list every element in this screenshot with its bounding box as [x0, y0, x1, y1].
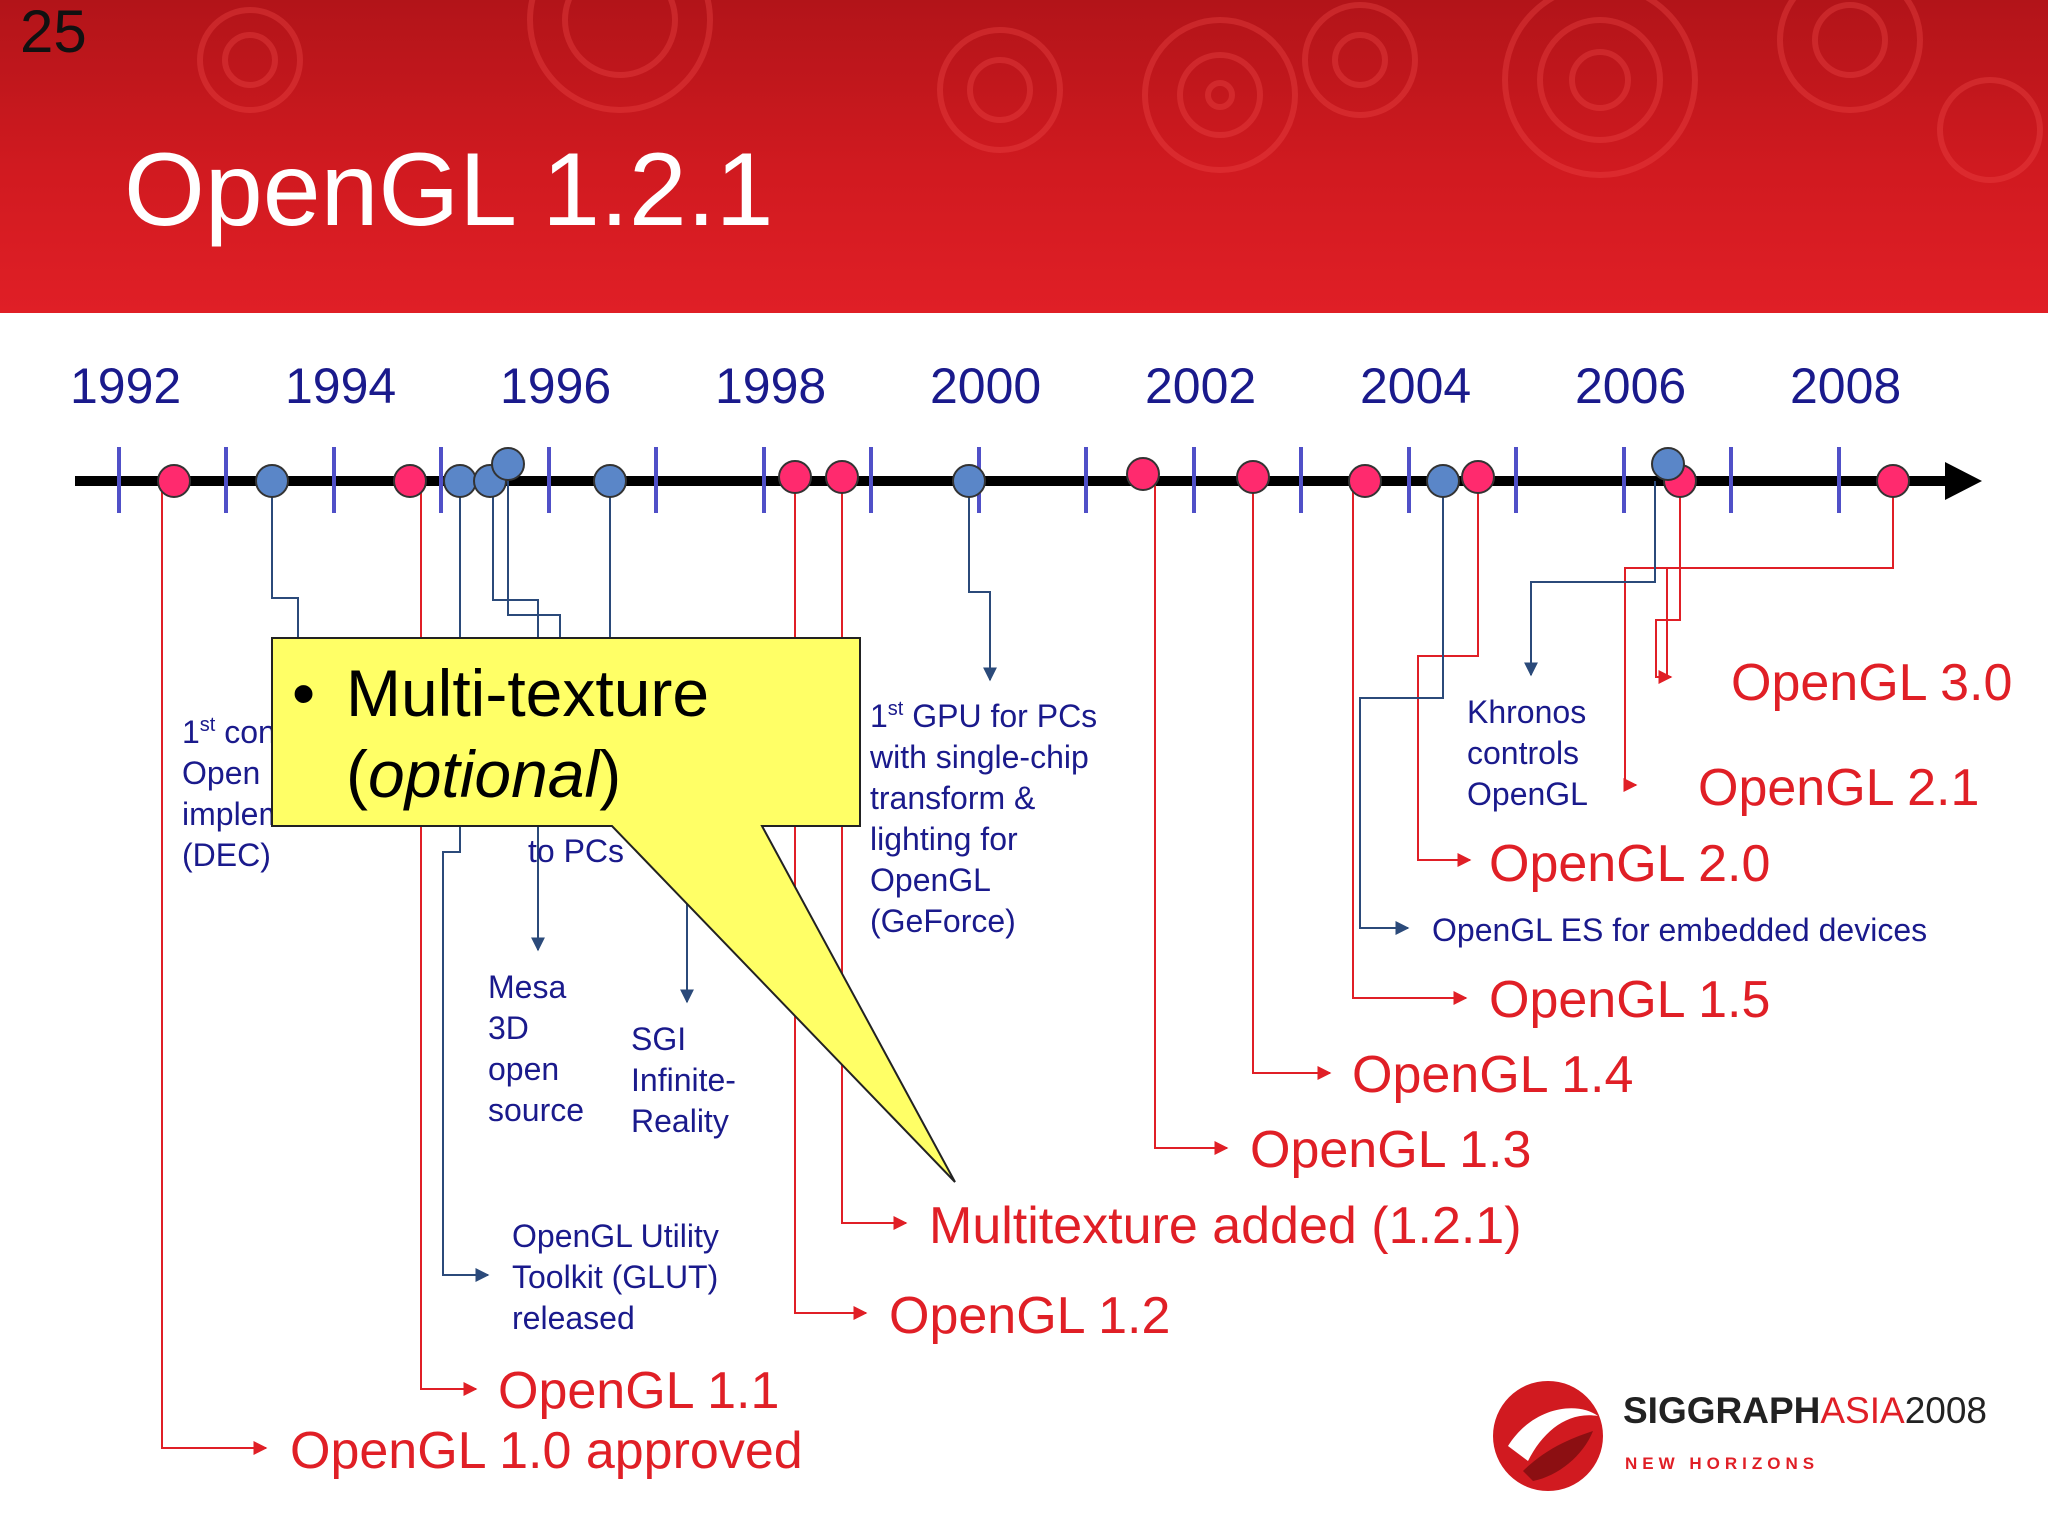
release-marker [1461, 460, 1495, 494]
event-marker [952, 464, 986, 498]
event-marker [443, 464, 477, 498]
sgi-label: Infinite- [631, 1062, 736, 1098]
version-1-5: OpenGL 1.5 [1489, 971, 1770, 1029]
gpu-label: with single-chip [869, 739, 1089, 775]
first-commercial-line2: Open [182, 755, 260, 791]
callout-line1: Multi-texture [346, 656, 709, 730]
year-label: 1998 [715, 358, 826, 414]
year-label: 2000 [930, 358, 1041, 414]
gpu-label: lighting for [870, 821, 1018, 857]
multi-texture-callout: • Multi-texture (optional) [271, 637, 956, 1183]
event-labels: 1st con Open implem (DEC) to PCs Mesa 3D… [182, 694, 1927, 1336]
year-label: 2004 [1360, 358, 1471, 414]
mesa-label: source [488, 1092, 584, 1128]
event-marker [593, 464, 627, 498]
timeline-markers [157, 447, 1910, 498]
gpu-label: OpenGL [870, 862, 991, 898]
logo-wordmark: SIGGRAPHASIA2008 [1623, 1390, 1987, 1431]
timeline-ticks [117, 447, 1841, 513]
year-label: 2008 [1790, 358, 1901, 414]
event-marker [1426, 464, 1460, 498]
gpu-label: transform & [870, 780, 1035, 816]
khronos-label: OpenGL [1467, 776, 1588, 812]
version-2-0: OpenGL 2.0 [1489, 835, 1770, 893]
mesa-label: Mesa [488, 969, 566, 1005]
version-1-0: OpenGL 1.0 approved [290, 1422, 803, 1480]
event-marker [1651, 447, 1685, 481]
slide-number: 25 [20, 0, 87, 65]
release-marker [1876, 464, 1910, 498]
gpu-label: 1st GPU for PCs [870, 698, 1097, 734]
slide-title: OpenGL 1.2.1 [124, 132, 774, 248]
gpu-label: (GeForce) [870, 903, 1016, 939]
year-labels: 1992 1994 1996 1998 2000 2002 2004 2006 … [70, 358, 1901, 414]
logo-tagline: NEW HORIZONS [1625, 1454, 1820, 1473]
version-labels: OpenGL 3.0 OpenGL 2.1 OpenGL 2.0 OpenGL … [290, 654, 2012, 1480]
event-marker [491, 447, 525, 481]
first-commercial-line3: implem [182, 796, 285, 832]
version-3-0: OpenGL 3.0 [1731, 654, 2012, 712]
mesa-label: open [488, 1051, 559, 1087]
sgi-label: SGI [631, 1021, 686, 1057]
opengl-es-label: OpenGL ES for embedded devices [1432, 912, 1927, 948]
release-marker [1126, 457, 1160, 491]
release-marker [1236, 460, 1270, 494]
event-marker [255, 464, 289, 498]
glut-label: released [512, 1300, 635, 1336]
year-label: 1994 [285, 358, 396, 414]
khronos-label: Khronos [1467, 694, 1586, 730]
mesa-label: 3D [488, 1010, 529, 1046]
year-label: 2006 [1575, 358, 1686, 414]
glut-label: OpenGL Utility [512, 1218, 719, 1254]
version-1-3: OpenGL 1.3 [1250, 1121, 1531, 1179]
year-label: 1992 [70, 358, 181, 414]
timeline-arrow-icon [1945, 462, 1982, 500]
sgi-label: Reality [631, 1103, 729, 1139]
release-marker [1348, 464, 1382, 498]
glut-label: Toolkit (GLUT) [512, 1259, 718, 1295]
first-commercial-label: 1st con [182, 714, 276, 750]
callout-line2: (optional) [346, 737, 621, 811]
release-marker [157, 464, 191, 498]
first-commercial-line4: (DEC) [182, 837, 271, 873]
callout-bullet: • [292, 656, 315, 730]
version-1-4: OpenGL 1.4 [1352, 1046, 1633, 1104]
release-marker [778, 460, 812, 494]
to-pcs-label: to PCs [528, 833, 624, 869]
release-marker [825, 460, 859, 494]
multitexture-added: Multitexture added (1.2.1) [929, 1197, 1522, 1255]
year-label: 1996 [500, 358, 611, 414]
slide-header: 25 OpenGL 1.2.1 [0, 0, 2048, 313]
siggraph-asia-logo: SIGGRAPHASIA2008 NEW HORIZONS [1488, 1376, 2008, 1496]
version-1-2: OpenGL 1.2 [889, 1287, 1170, 1345]
version-2-1: OpenGL 2.1 [1698, 759, 1979, 817]
version-1-1: OpenGL 1.1 [498, 1362, 779, 1420]
khronos-label: controls [1467, 735, 1579, 771]
year-label: 2002 [1145, 358, 1256, 414]
header-decoration [197, 0, 2043, 183]
siggraph-asia-logo-icon [1493, 1381, 1603, 1491]
release-marker [393, 464, 427, 498]
